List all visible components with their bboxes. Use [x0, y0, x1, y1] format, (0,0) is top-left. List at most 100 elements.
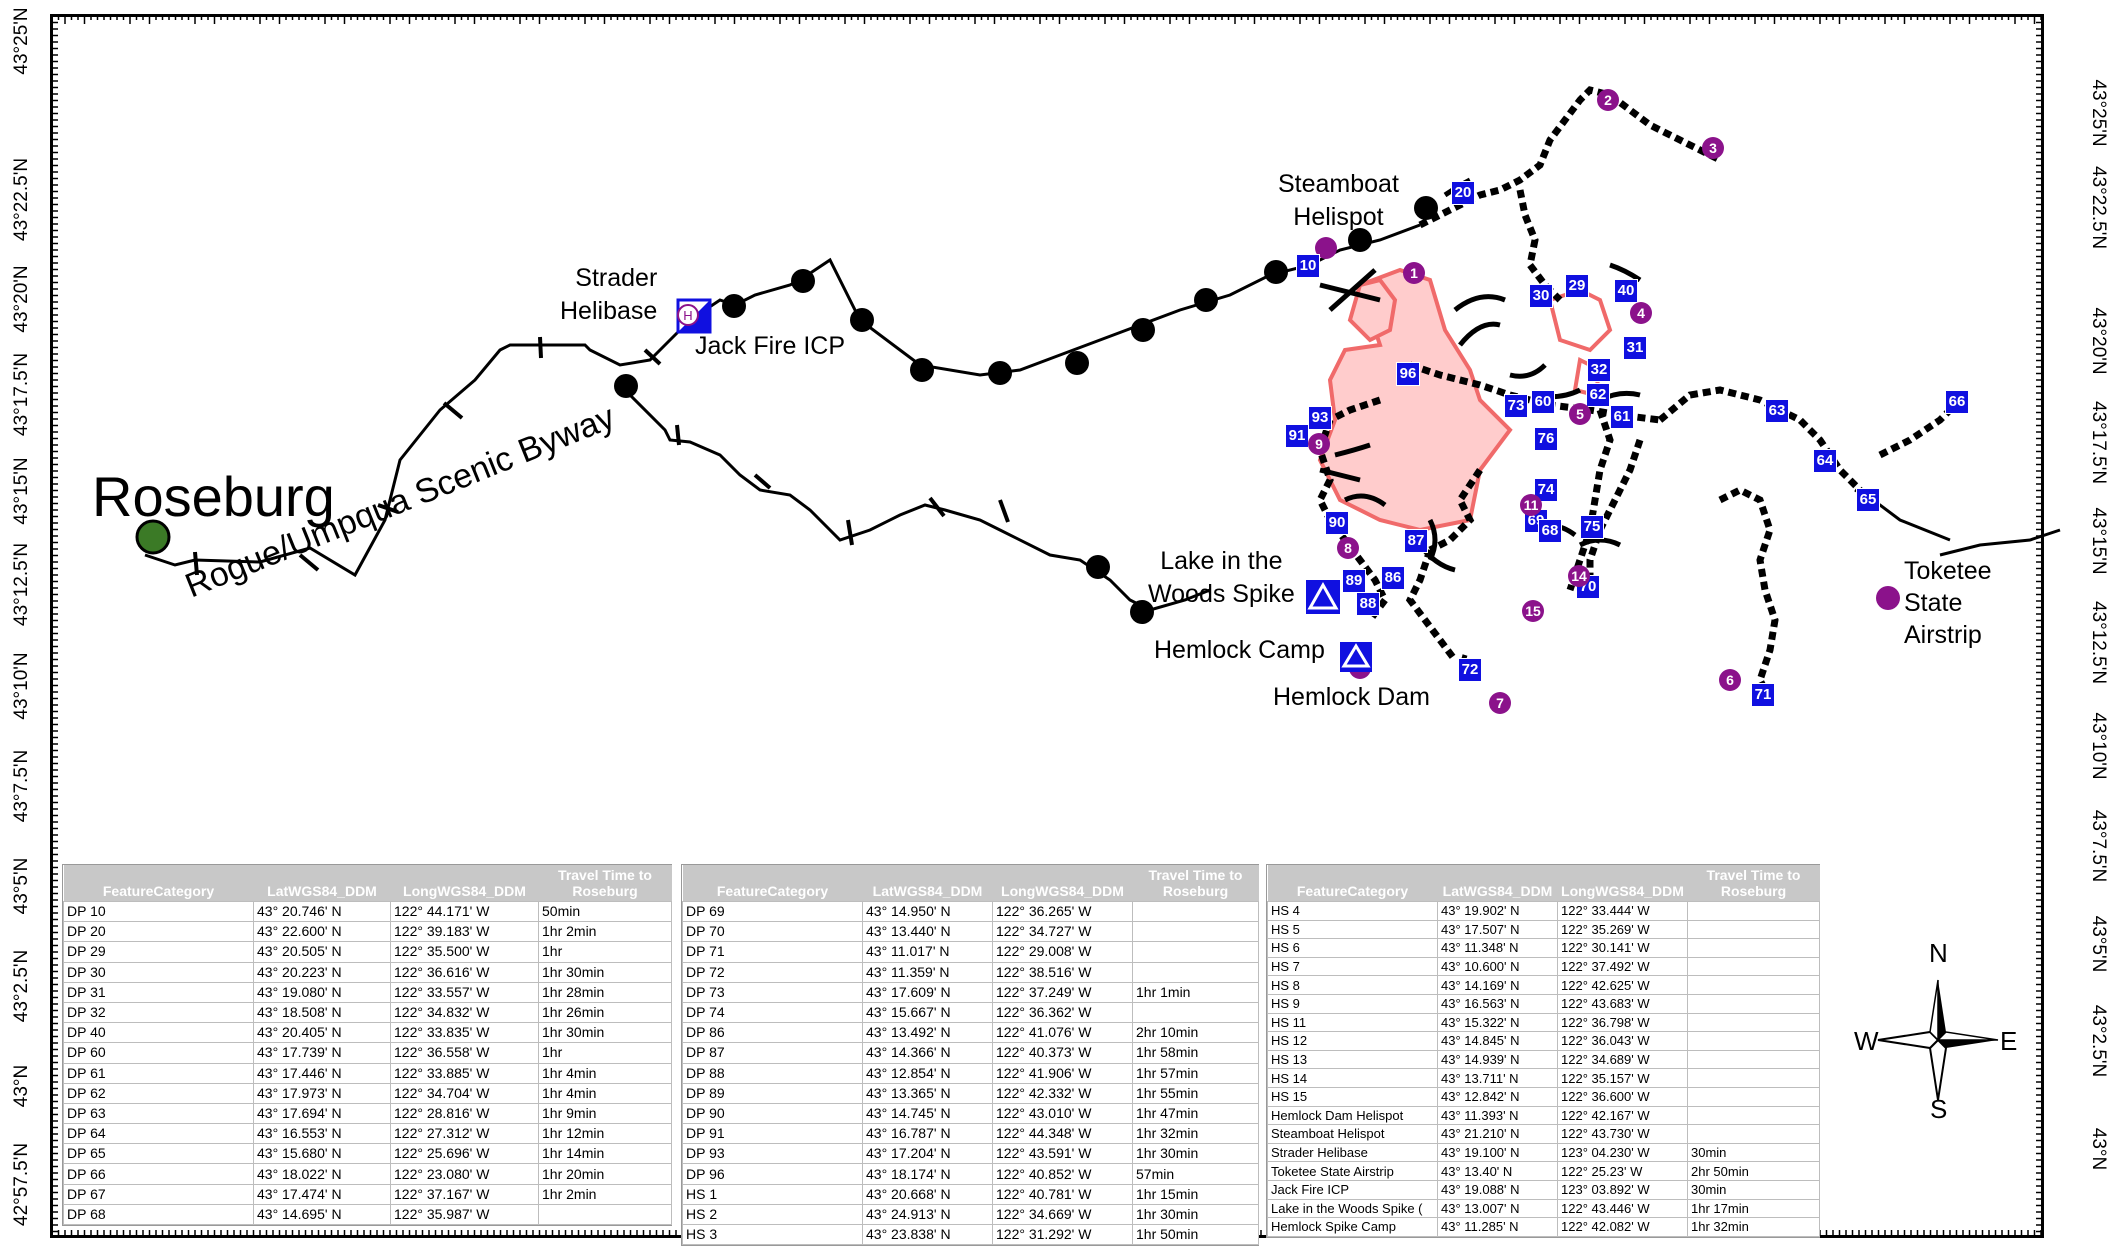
steamboat-helispot-marker — [1315, 237, 1337, 259]
drop-point-marker[interactable]: 72 — [1458, 658, 1482, 682]
drop-point-marker[interactable]: 20 — [1451, 181, 1475, 205]
drop-point-marker[interactable]: 87 — [1404, 529, 1428, 553]
table-cell: 122° 30.141' W — [1557, 938, 1688, 958]
helispot-marker[interactable]: 11 — [1520, 494, 1542, 516]
drop-point-marker[interactable]: 88 — [1356, 592, 1380, 616]
table-cell: HS 6 — [1267, 938, 1438, 958]
lat-label-left: 43°10'N — [11, 652, 32, 720]
drop-point-marker[interactable]: 29 — [1565, 274, 1589, 298]
drop-point-marker[interactable]: 40 — [1614, 279, 1638, 303]
drop-point-marker[interactable]: 64 — [1813, 449, 1837, 473]
drop-point-marker[interactable]: 60 — [1531, 390, 1555, 414]
helispot-marker[interactable]: 2 — [1597, 89, 1619, 111]
table-cell: 43° 19.100' N — [1437, 1142, 1558, 1163]
drop-point-marker[interactable]: 76 — [1534, 427, 1558, 451]
lat-label-left: 43°2.5'N — [11, 949, 32, 1023]
compass-s: S — [1930, 1094, 1948, 1124]
table-cell: 122° 37.167' W — [390, 1183, 539, 1205]
toketee-airstrip-marker — [1876, 586, 1900, 610]
helispot-marker[interactable]: 3 — [1702, 137, 1724, 159]
helispot-marker[interactable]: 1 — [1403, 262, 1425, 284]
helispot-marker[interactable]: 6 — [1719, 669, 1741, 691]
table-cell: 1hr 58min — [1132, 1042, 1259, 1064]
table-cell: 43° 11.017' N — [862, 941, 993, 963]
table-row: DP 63 43° 17.694' N 122° 28.816' W 1hr 9min — [63, 1102, 672, 1125]
table-cell: 122° 44.348' W — [992, 1123, 1133, 1145]
table-cell: 43° 20.405' N — [253, 1022, 391, 1044]
drop-point-marker[interactable]: 66 — [1945, 390, 1969, 414]
table-cell: 122° 36.798' W — [1557, 1012, 1688, 1033]
table-cell: 43° 14.745' N — [862, 1102, 993, 1125]
table-cell: 122° 39.183' W — [390, 921, 539, 943]
drop-point-marker[interactable]: 89 — [1342, 569, 1366, 593]
table-cell: 1hr 28min — [538, 981, 672, 1003]
lat-label-left: 43°22.5'N — [11, 157, 32, 241]
table-cell — [1687, 1124, 1820, 1144]
drop-point-marker[interactable]: 75 — [1580, 515, 1604, 539]
table-cell: 1hr 20min — [538, 1163, 672, 1185]
drop-point-marker[interactable]: 32 — [1587, 358, 1611, 382]
lat-label-right: 43°20'N — [2088, 307, 2109, 375]
table-cell: DP 96 — [682, 1163, 863, 1185]
table-cell: DP 29 — [63, 941, 254, 963]
table-cell: DP 93 — [682, 1143, 863, 1165]
table-cell: 122° 44.171' W — [390, 900, 539, 923]
drop-point-marker[interactable]: 62 — [1586, 383, 1610, 407]
table-cell: 2hr 50min — [1687, 1161, 1820, 1181]
table-cell — [1132, 921, 1259, 943]
table: FeatureCategory LatWGS84_DDM LongWGS84_DDM… — [63, 865, 672, 1226]
table-cell: DP 91 — [682, 1123, 863, 1145]
table-cell: 1hr 17min — [1687, 1198, 1820, 1219]
hemlock-camp-marker — [1340, 642, 1372, 672]
table-cell: 122° 36.265' W — [992, 900, 1133, 923]
table-row: DP 40 43° 20.405' N 122° 33.835' W 1hr 30mi… — [63, 1022, 672, 1044]
table-cell: Hemlock Spike Camp — [1267, 1217, 1438, 1237]
helispot-marker[interactable]: 5 — [1569, 403, 1591, 425]
helispot-marker[interactable]: 15 — [1522, 600, 1544, 622]
table-cell: HS 8 — [1267, 975, 1438, 995]
table-row: DP 29 43° 20.505' N 122° 35.500' W 1hr — [63, 941, 672, 963]
table-cell: 43° 17.973' N — [253, 1082, 391, 1104]
table-row: DP 67 43° 17.474' N 122° 37.167' W 1hr 2min — [63, 1183, 672, 1205]
drop-point-marker[interactable]: 68 — [1538, 519, 1562, 543]
table-cell: 43° 20.505' N — [253, 941, 391, 963]
table-row: HS 11 43° 15.322' N 122° 36.798' W — [1267, 1012, 1820, 1033]
table-cell — [1687, 901, 1820, 921]
table-cell: 43° 14.845' N — [1437, 1031, 1558, 1051]
table-cell: 122° 34.832' W — [390, 1001, 539, 1024]
table-cell — [1687, 1031, 1820, 1051]
drop-point-marker[interactable]: 96 — [1396, 362, 1420, 386]
drop-point-marker[interactable]: 61 — [1610, 405, 1634, 429]
helispot-marker[interactable]: 8 — [1337, 537, 1359, 559]
helispot-marker[interactable]: 7 — [1489, 692, 1511, 714]
table-row: Strader Helibase 43° 19.100' N 123° 04.230… — [1267, 1142, 1820, 1163]
table-row: HS 7 43° 10.600' N 122° 37.492' W — [1267, 956, 1820, 977]
table-cell: 43° 19.088' N — [1437, 1179, 1558, 1200]
drop-point-marker[interactable]: 10 — [1296, 254, 1320, 278]
table-cell: 1hr — [538, 1042, 672, 1064]
helispot-marker[interactable]: 4 — [1630, 302, 1652, 324]
compass-rose: N S E W — [1854, 938, 2017, 1124]
drop-point-marker[interactable]: 71 — [1751, 683, 1775, 707]
lat-label-left: 43°15'N — [11, 457, 32, 525]
table-cell: 1hr 1min — [1132, 981, 1259, 1003]
helispot-marker[interactable]: 9 — [1308, 433, 1330, 455]
drop-point-marker[interactable]: 86 — [1381, 566, 1405, 590]
table-cell: DP 32 — [63, 1001, 254, 1024]
drop-point-marker[interactable]: 73 — [1504, 394, 1528, 418]
drop-point-marker[interactable]: 90 — [1325, 511, 1349, 535]
drop-point-marker[interactable]: 65 — [1856, 488, 1880, 512]
table-cell: Hemlock Dam Helispot — [1267, 1105, 1438, 1126]
helispot-marker[interactable]: 14 — [1568, 565, 1590, 587]
column-header: FeatureCategory — [63, 865, 254, 902]
table-row: HS 15 43° 12.842' N 122° 36.600' W — [1267, 1086, 1820, 1107]
table-cell: 122° 35.269' W — [1557, 919, 1688, 940]
drop-point-marker[interactable]: 91 — [1285, 424, 1309, 448]
drop-point-marker[interactable]: 30 — [1529, 284, 1553, 308]
table-row: HS 4 43° 19.902' N 122° 33.444' W — [1267, 901, 1820, 921]
drop-point-marker[interactable]: 31 — [1623, 336, 1647, 360]
drop-point-marker[interactable]: 93 — [1308, 406, 1332, 430]
label-hemlock-camp: Hemlock Camp — [1154, 636, 1325, 664]
drop-point-marker[interactable]: 63 — [1765, 399, 1789, 423]
